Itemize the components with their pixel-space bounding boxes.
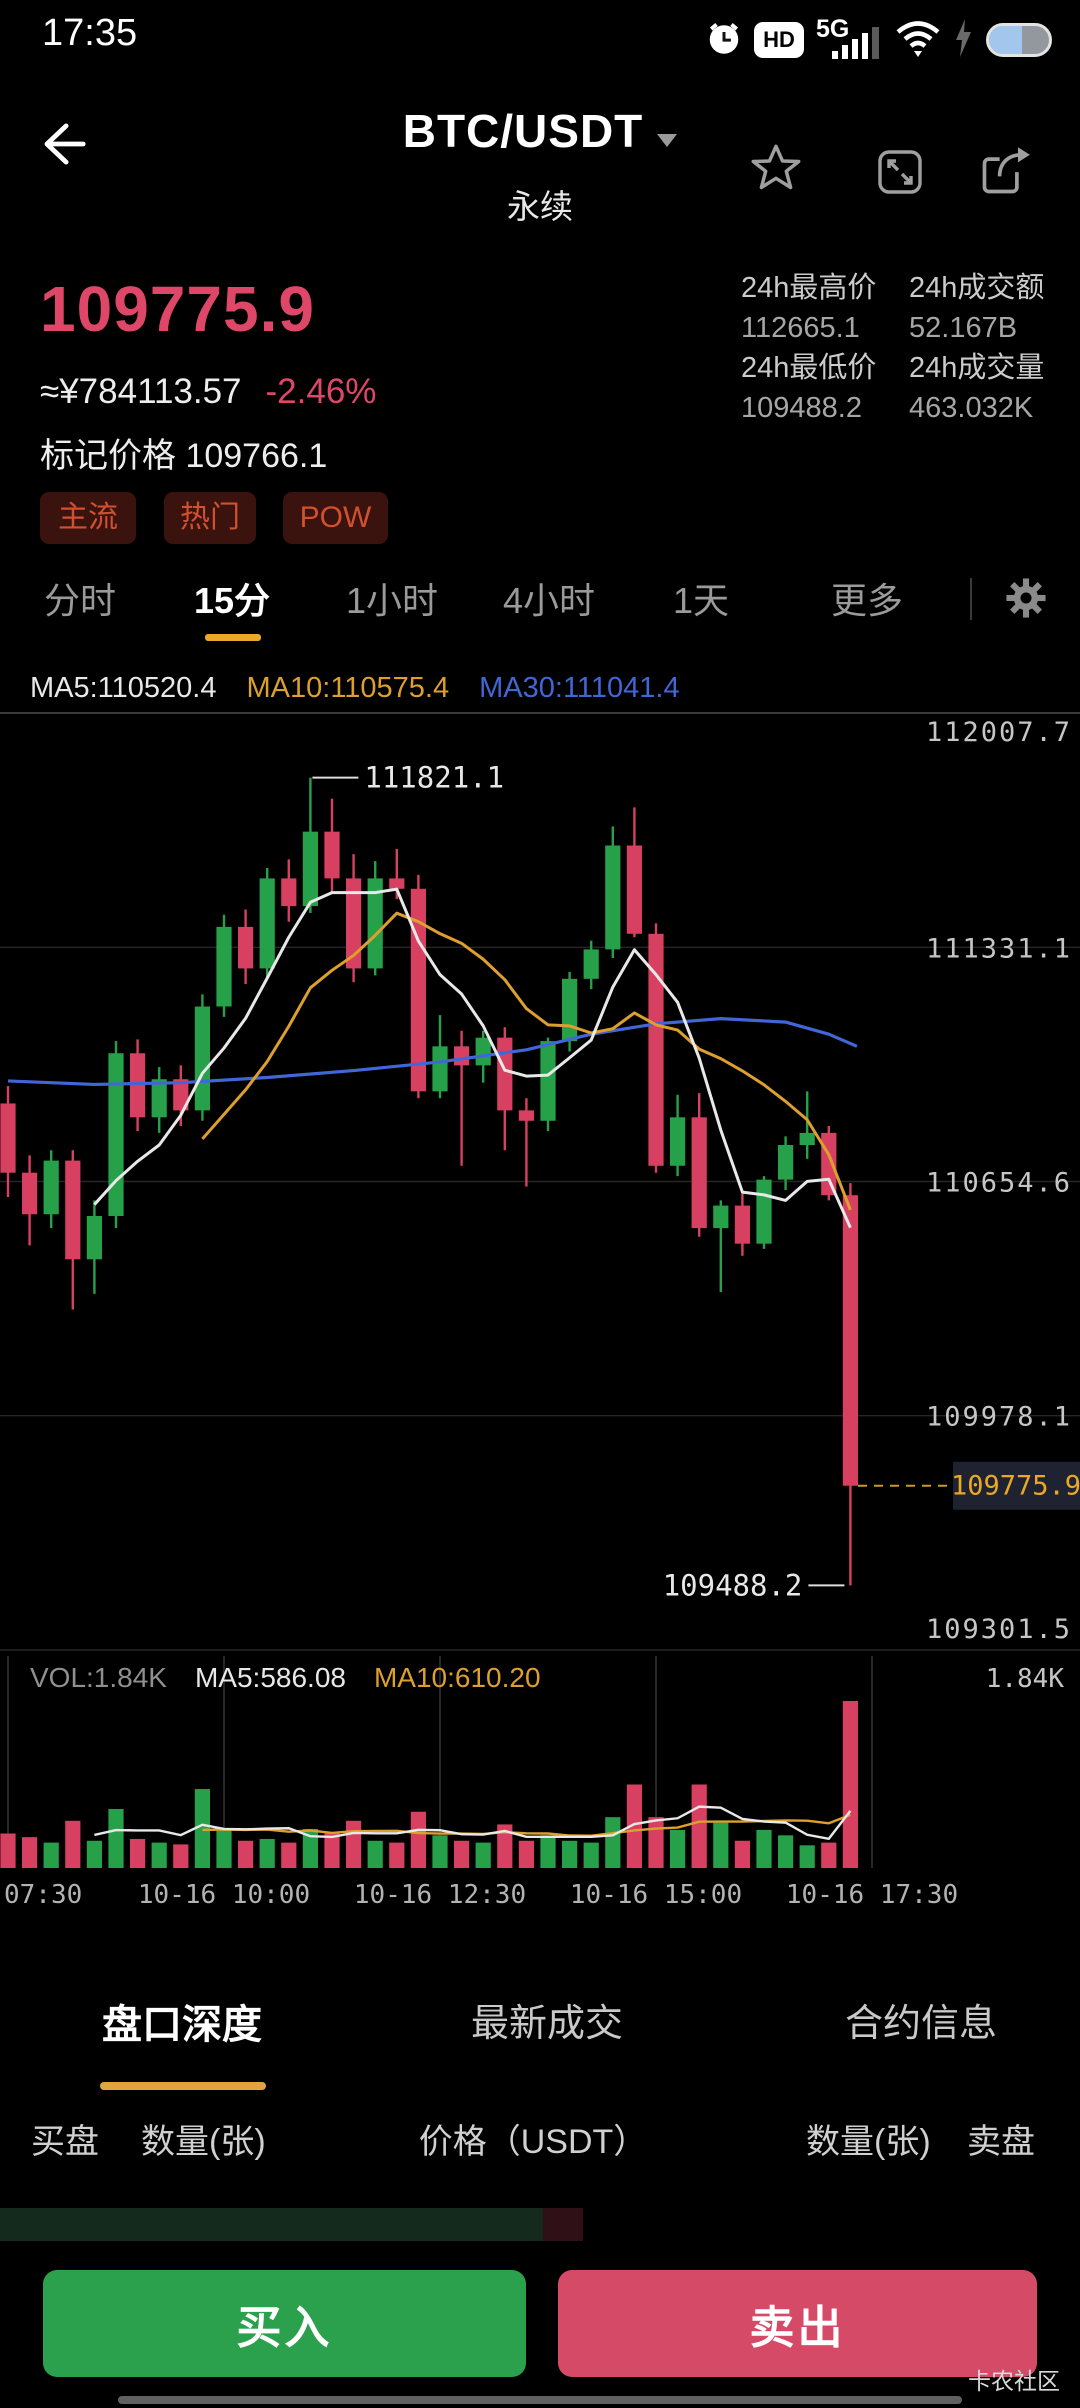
tab-timeframe-more[interactable]: 更多 (830, 580, 904, 621)
column-buy-side: 买盘 (31, 2123, 99, 2161)
chevron-down-icon (657, 134, 678, 147)
divider (970, 578, 972, 620)
svg-text:111821.1: 111821.1 (364, 761, 504, 795)
alarm-clock-icon (706, 20, 742, 61)
buy-button[interactable]: 买入 (43, 2270, 526, 2377)
volume-axis-max: 1.84K (985, 1664, 1064, 1694)
page-title: BTC/USDT (402, 105, 644, 157)
svg-text:07:30: 07:30 (4, 1880, 82, 1910)
tag-mainstream: 主流 (40, 492, 136, 544)
active-tab-underline (205, 634, 261, 641)
battery-icon (986, 23, 1052, 57)
tag-pow: POW (283, 492, 388, 544)
svg-text:10-16 10:00: 10-16 10:00 (138, 1880, 310, 1910)
tab-timeframe-15m[interactable]: 15分 (193, 580, 271, 621)
depth-bar-sell (543, 2208, 583, 2241)
watermark: 卡农社区 (968, 2368, 1060, 2394)
tab-timeframe-1d[interactable]: 1天 (672, 580, 730, 621)
wifi-icon (894, 17, 942, 64)
symbol-selector[interactable]: BTC/USDT (0, 104, 1080, 158)
mark-price-row: 标记价格 109766.1 (40, 437, 328, 475)
sell-button[interactable]: 卖出 (558, 2270, 1037, 2377)
svg-text:109978.1: 109978.1 (926, 1402, 1072, 1433)
active-tab-underline (100, 2082, 266, 2090)
depth-bar-buy (0, 2208, 543, 2241)
tab-contract-info[interactable]: 合约信息 (844, 2003, 998, 2045)
svg-text:109775.9: 109775.9 (951, 1471, 1080, 1502)
tab-orderbook-depth[interactable]: 盘口深度 (102, 2003, 262, 2047)
tab-timeframe-1h[interactable]: 1小时 (345, 580, 439, 621)
home-indicator (118, 2396, 962, 2404)
change-percent: -2.46% (265, 372, 377, 411)
volume-legend: VOL:1.84K MA5:586.08 MA10:610.20 (30, 1662, 569, 1694)
hd-voice-icon: HD (754, 22, 804, 58)
svg-text:110654.6: 110654.6 (926, 1168, 1072, 1199)
status-bar: 17:35 HD 5G (0, 0, 1080, 60)
column-price: 价格（USDT） (418, 2123, 648, 2161)
status-clock-text: 17:35 (42, 12, 138, 54)
svg-text:109488.2: 109488.2 (663, 1568, 803, 1602)
share-button[interactable] (978, 144, 1032, 198)
cellular-signal-icon: 5G (816, 15, 882, 61)
tag-hot: 热门 (164, 492, 256, 544)
vol-value-legend: VOL:1.84K (30, 1662, 167, 1693)
ma5-legend: MA5:110520.4 (30, 672, 217, 704)
stats-column-right: 24h成交额 52.167B 24h成交量 463.032K (909, 272, 1045, 424)
svg-text:111331.1: 111331.1 (926, 933, 1072, 964)
fullscreen-button[interactable] (876, 148, 924, 196)
price-chart-svg[interactable]: 112007.7 111331.1 110654.6 109978.1 109301.5… (0, 660, 1080, 1910)
vol-ma10-legend: MA10:610.20 (373, 1662, 541, 1693)
chart-settings-button[interactable] (1004, 576, 1048, 620)
svg-text:109301.5: 109301.5 (926, 1614, 1072, 1645)
favorite-button[interactable] (750, 142, 802, 194)
ma-legend: MA5:110520.4 MA10:110575.4 MA30:111041.4 (30, 672, 710, 705)
stats-column-left: 24h最高价 112665.1 24h最低价 109488.2 (741, 272, 877, 424)
column-sell-side: 卖盘 (967, 2123, 1035, 2161)
ma30-legend: MA30:111041.4 (479, 672, 680, 704)
svg-text:10-16 17:30: 10-16 17:30 (786, 1880, 958, 1910)
contract-type-label: 永续 (507, 188, 573, 225)
svg-text:10-16 12:30: 10-16 12:30 (354, 1880, 526, 1910)
tab-latest-trades[interactable]: 最新成交 (470, 2003, 624, 2045)
column-buy-qty: 数量(张) (141, 2123, 266, 2161)
tab-timeframe-4h[interactable]: 4小时 (502, 580, 596, 621)
svg-text:112007.7: 112007.7 (926, 717, 1072, 748)
last-price: 109775.9 (40, 273, 315, 345)
fiat-value: ≈¥784113.57 (40, 372, 242, 411)
fiat-conversion-row: ≈¥784113.57 -2.46% (40, 372, 376, 412)
svg-text:10-16 15:00: 10-16 15:00 (570, 1880, 742, 1910)
charging-bolt-icon (954, 18, 974, 62)
vol-ma5-legend: MA5:586.08 (194, 1662, 346, 1693)
ma10-legend: MA10:110575.4 (246, 672, 450, 704)
tab-timeframe-minute[interactable]: 分时 (43, 580, 117, 621)
column-sell-qty: 数量(张) (806, 2123, 931, 2161)
back-button[interactable] (32, 112, 96, 176)
